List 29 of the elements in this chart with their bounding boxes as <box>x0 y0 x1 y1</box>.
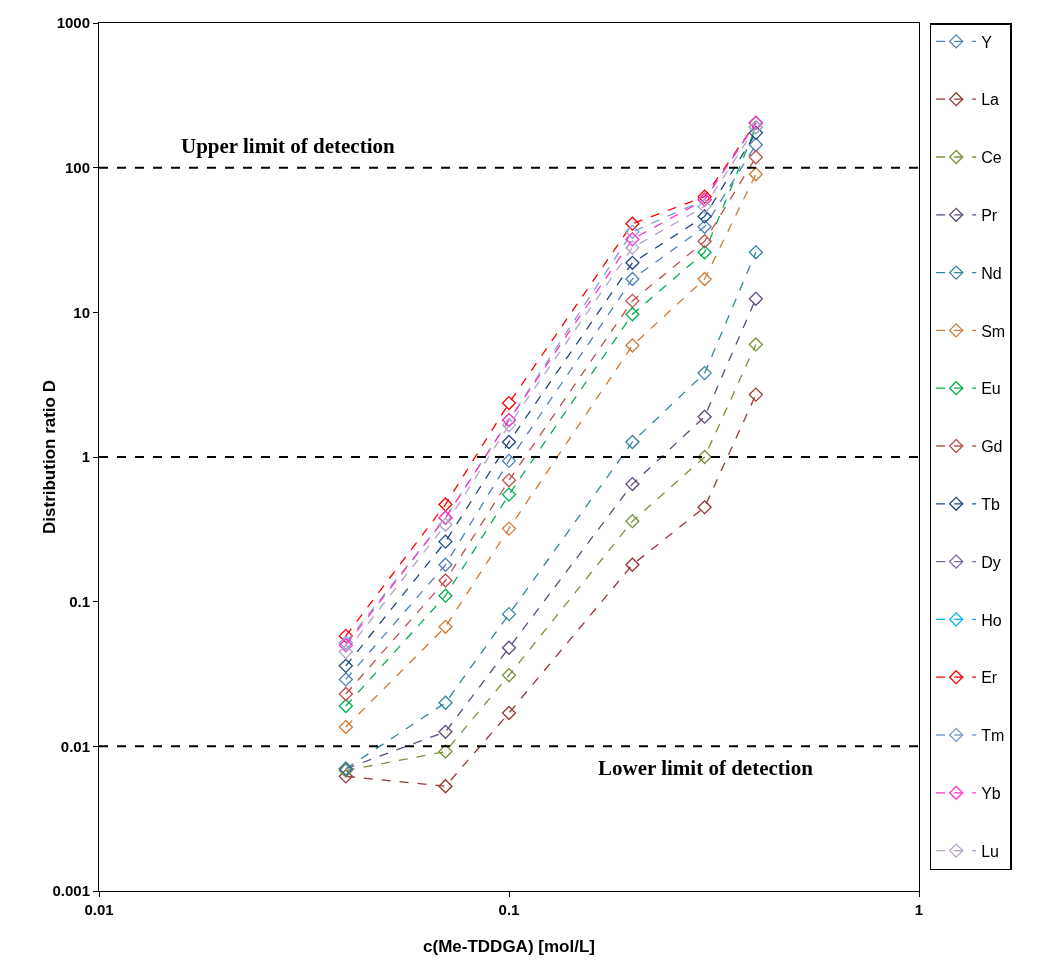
legend-label: Pr <box>981 207 998 225</box>
x-tick-label: 0.1 <box>498 901 520 918</box>
legend-label: La <box>981 91 1000 109</box>
y-tick-label: 0.1 <box>69 592 90 610</box>
y-tick-label: 10 <box>73 303 90 321</box>
legend-label: Lu <box>981 842 999 860</box>
legend-label: Eu <box>981 380 1001 398</box>
legend-label: Tb <box>981 496 1000 514</box>
legend-label: Yb <box>981 785 1001 803</box>
y-axis-title: Distribution ratio D <box>40 380 59 534</box>
x-axis-title: c(Me-TDDGA) [mol/L] <box>423 937 595 956</box>
y-tick-label: 0.001 <box>52 882 90 900</box>
legend-label: Ho <box>981 611 1002 629</box>
legend-label: Gd <box>981 438 1003 456</box>
ref-line-label: Lower limit of detection <box>598 756 814 780</box>
legend-label: Er <box>981 669 998 687</box>
legend-label: Nd <box>981 264 1002 282</box>
ref-line-label: Upper limit of detection <box>181 134 395 158</box>
legend-label: Sm <box>981 322 1006 340</box>
legend-label: Dy <box>981 553 1001 571</box>
x-tick-label: 0.01 <box>84 901 114 918</box>
legend-label: Tm <box>981 727 1005 745</box>
y-tick-label: 0.01 <box>60 737 90 755</box>
legend-label: Ce <box>981 149 1002 167</box>
legend-label: Y <box>981 33 993 51</box>
y-tick-label: 1000 <box>56 14 90 32</box>
y-tick-label: 1 <box>81 448 90 466</box>
x-tick-label: 1 <box>914 901 924 918</box>
y-tick-label: 100 <box>64 158 90 176</box>
